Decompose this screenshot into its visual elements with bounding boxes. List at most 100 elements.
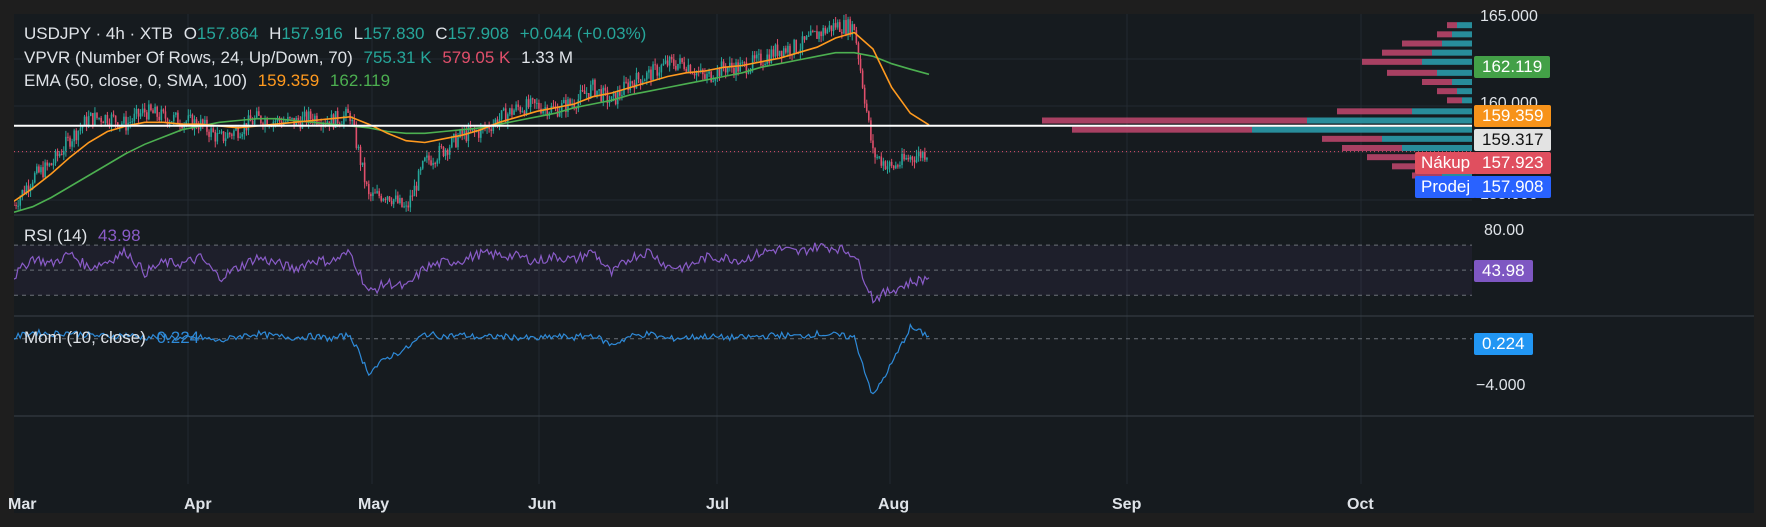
candle-body — [851, 24, 854, 35]
candle-body — [590, 84, 592, 98]
candle-body — [19, 197, 22, 206]
candle-body — [511, 108, 513, 115]
candle-body — [253, 117, 256, 125]
candle-body — [334, 111, 337, 128]
candle-body — [830, 25, 833, 32]
candle-body — [805, 36, 808, 40]
candle-body — [170, 121, 173, 123]
candle-body — [812, 30, 814, 32]
candle-body — [720, 61, 723, 76]
candle-body — [536, 102, 538, 104]
candle-body — [411, 195, 414, 197]
candle-body — [220, 131, 223, 133]
candle-body — [832, 23, 835, 32]
candle-body — [714, 78, 717, 81]
candle-body — [336, 111, 339, 124]
ema-value-2: 162.119 — [329, 71, 391, 90]
candle-body — [266, 118, 268, 127]
month-label: Jul — [706, 496, 730, 513]
candle-body — [490, 129, 493, 131]
candle-body — [743, 62, 746, 64]
ema100-line — [14, 51, 930, 213]
candle-body — [780, 50, 783, 57]
candle-body — [782, 48, 785, 57]
candle-body — [235, 128, 237, 131]
price-pane — [14, 14, 1472, 213]
candle-body — [397, 195, 399, 203]
ema100-badge: 162.119 — [1474, 56, 1551, 78]
symbol-label[interactable]: USDJPY · 4h · XTB — [24, 24, 173, 43]
sell-label[interactable]: Prodej — [1415, 176, 1477, 198]
vpvr-down-bar — [1387, 69, 1437, 76]
candle-body — [430, 160, 432, 166]
candle-body — [27, 185, 30, 191]
candle-body — [888, 161, 891, 167]
candle-body — [583, 90, 586, 94]
buy-price[interactable]: 157.923 — [1474, 152, 1552, 174]
candle-body — [241, 134, 244, 137]
low-label: L — [353, 24, 364, 43]
candle-body — [442, 146, 445, 157]
candle-body — [17, 205, 19, 207]
candle-body — [438, 146, 441, 161]
candle-body — [330, 114, 333, 127]
sell-price[interactable]: 157.908 — [1474, 176, 1552, 198]
candle-body — [729, 62, 731, 68]
candle-body — [162, 109, 165, 112]
candle-body — [795, 39, 798, 53]
vpvr-legend[interactable]: VPVR (Number Of Rows, 24, Up/Down, 70) 7… — [24, 48, 579, 68]
candle-body — [85, 116, 88, 127]
candle-body — [722, 61, 725, 68]
candle-body — [108, 123, 111, 126]
candle-body — [181, 126, 183, 129]
candle-body — [152, 110, 154, 114]
candle-body — [876, 156, 878, 158]
candle-body — [214, 132, 217, 142]
candle-body — [903, 153, 905, 160]
vpvr-up-bar — [1412, 108, 1472, 115]
candle-body — [546, 107, 549, 116]
candle-body — [359, 146, 362, 165]
candle-body — [125, 116, 127, 131]
candle-body — [606, 90, 609, 103]
candle-body — [218, 132, 221, 134]
candle-body — [542, 109, 544, 114]
mom-legend[interactable]: Mom (10, close) 0.224 — [24, 328, 205, 348]
ema-legend[interactable]: EMA (50, close, 0, SMA, 100) 159.359 162… — [24, 71, 396, 91]
candle-body — [421, 161, 424, 169]
candle-body — [222, 131, 225, 142]
candle-body — [374, 192, 376, 194]
vpvr-down-bar — [1322, 135, 1382, 142]
candle-body — [527, 99, 530, 108]
candle-body — [886, 166, 889, 170]
candle-body — [596, 90, 598, 97]
open-value: 157.864 — [196, 24, 259, 43]
candle-body — [845, 20, 847, 35]
candle-body — [849, 19, 851, 35]
candle-body — [343, 115, 345, 125]
candle-body — [477, 131, 480, 138]
candle-body — [907, 157, 910, 160]
buy-label[interactable]: Nákup — [1415, 152, 1477, 174]
candle-body — [44, 162, 46, 178]
candle-body — [747, 72, 750, 74]
candle-body — [204, 119, 206, 125]
candle-body — [351, 119, 353, 122]
candle-body — [307, 111, 310, 124]
candle-body — [509, 108, 511, 115]
candle-body — [824, 27, 827, 34]
candle-body — [436, 160, 439, 164]
rsi-legend[interactable]: RSI (14) 43.98 — [24, 226, 147, 246]
candle-body — [390, 200, 393, 205]
candle-body — [573, 104, 576, 109]
candle-body — [639, 79, 642, 85]
vpvr-name: VPVR (Number Of Rows, 24, Up/Down, 70) — [24, 48, 353, 67]
candle-body — [94, 112, 96, 126]
candle-body — [104, 114, 107, 124]
candle-body — [401, 198, 403, 207]
candle-body — [739, 62, 741, 72]
month-label: Sep — [1112, 496, 1142, 513]
candle-body — [65, 136, 67, 152]
candle-body — [96, 112, 98, 118]
vpvr-up-bar — [1457, 22, 1472, 29]
